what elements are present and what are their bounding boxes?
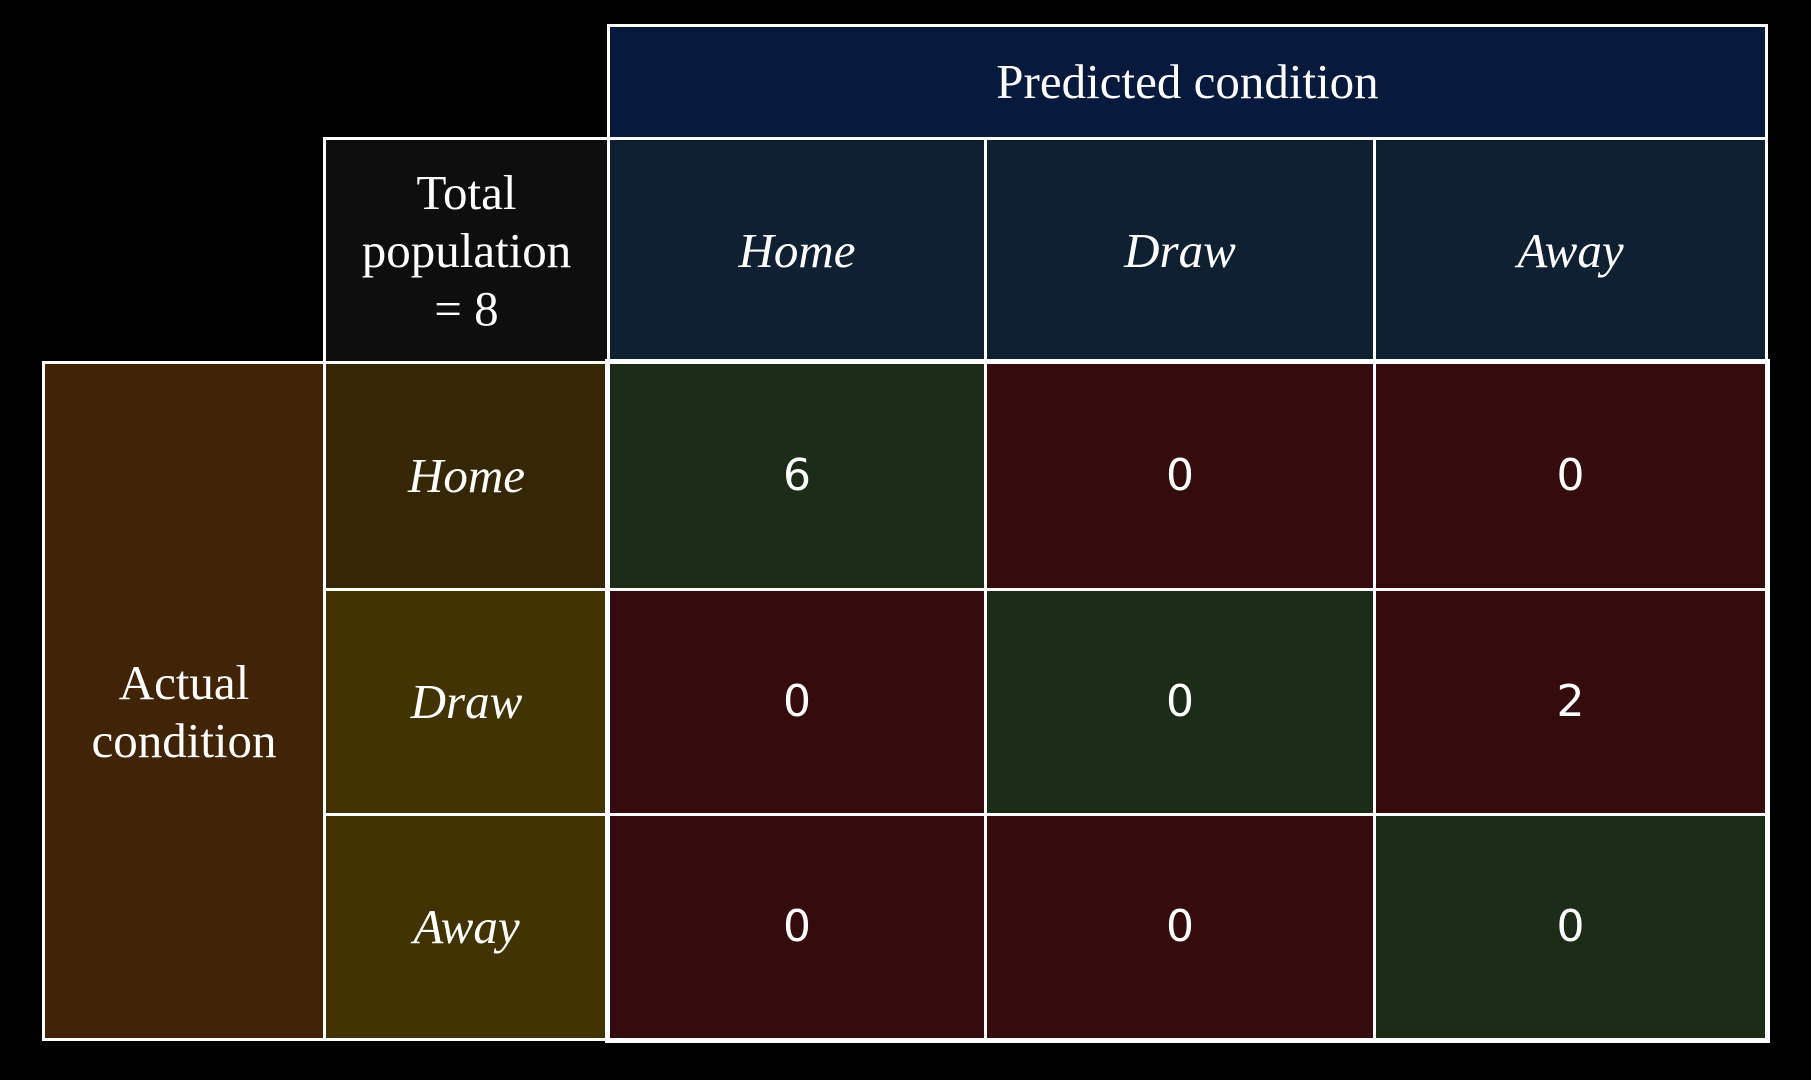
column-header-label: Away xyxy=(1517,223,1624,279)
matrix-value: 6 xyxy=(783,450,811,502)
matrix-cell-home-draw: 0 xyxy=(984,361,1376,591)
row-header-label: Away xyxy=(413,899,520,955)
matrix-cell-draw-home: 0 xyxy=(607,588,987,816)
predicted-condition-label: Predicted condition xyxy=(996,54,1379,110)
matrix-cell-away-draw: 0 xyxy=(984,813,1376,1041)
total-population-label: Total population = 8 xyxy=(361,165,572,336)
row-header-draw: Draw xyxy=(323,588,610,816)
actual-condition-header: Actual condition xyxy=(42,361,326,1041)
column-header-draw: Draw xyxy=(984,137,1376,365)
matrix-value: 0 xyxy=(783,676,811,728)
column-header-label: Draw xyxy=(1124,223,1236,279)
matrix-cell-away-home: 0 xyxy=(607,813,987,1041)
row-header-home: Home xyxy=(323,361,610,591)
matrix-cell-away-away: 0 xyxy=(1373,813,1768,1041)
matrix-value: 0 xyxy=(1556,901,1585,953)
predicted-condition-header: Predicted condition xyxy=(607,24,1768,140)
matrix-value: 0 xyxy=(1166,450,1194,502)
matrix-value: 0 xyxy=(1166,901,1194,953)
column-header-label: Home xyxy=(738,223,856,279)
total-population-cell: Total population = 8 xyxy=(323,137,610,365)
matrix-value: 0 xyxy=(1166,676,1194,728)
row-header-label: Draw xyxy=(410,674,523,730)
matrix-cell-draw-draw: 0 xyxy=(984,588,1376,816)
matrix-cell-draw-away: 2 xyxy=(1373,588,1768,816)
matrix-value: 0 xyxy=(783,901,811,953)
row-header-away: Away xyxy=(323,813,610,1041)
matrix-value: 2 xyxy=(1556,676,1585,728)
matrix-cell-home-away: 0 xyxy=(1373,361,1768,591)
matrix-cell-home-home: 6 xyxy=(607,361,987,591)
column-header-away: Away xyxy=(1373,137,1768,365)
column-header-home: Home xyxy=(607,137,987,365)
actual-condition-label: Actual condition xyxy=(91,655,277,768)
matrix-value: 0 xyxy=(1556,450,1585,502)
row-header-label: Home xyxy=(407,448,526,504)
